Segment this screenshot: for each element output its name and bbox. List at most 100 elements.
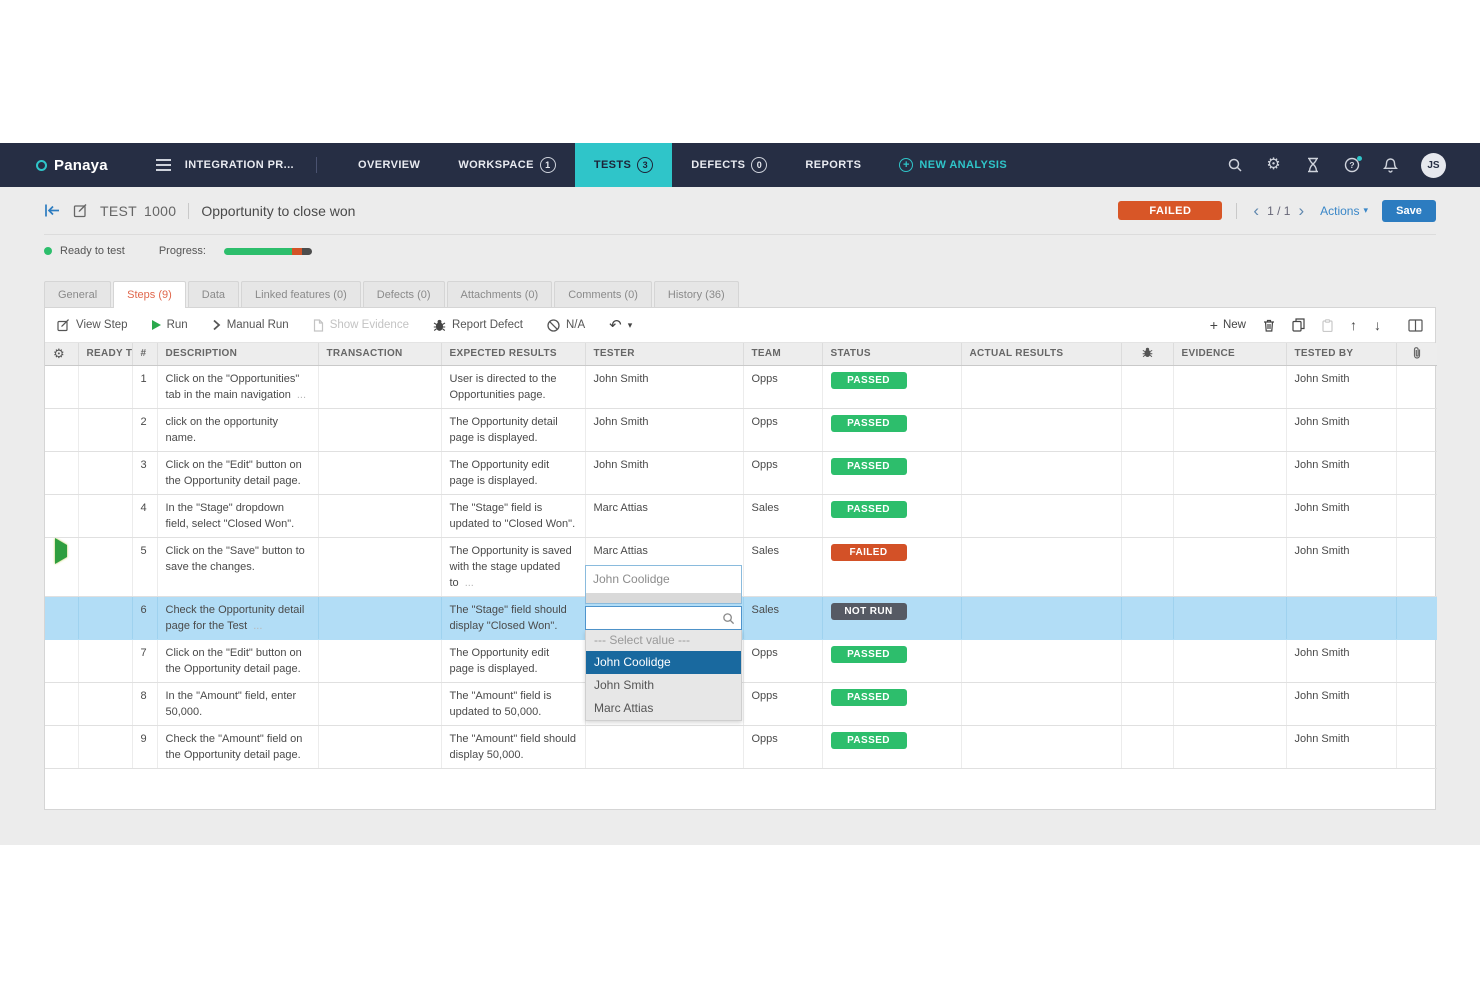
tab-label: Attachments (0) bbox=[460, 288, 539, 301]
step-description: Check the Opportunity detail page for th… bbox=[165, 603, 305, 632]
col-ready-to[interactable]: READY TO bbox=[78, 343, 133, 366]
move-step-up-button[interactable]: ↑ bbox=[1350, 317, 1357, 333]
tab-history[interactable]: History (36) bbox=[653, 281, 739, 307]
dropdown-option-select-value[interactable]: --- Select value --- bbox=[594, 633, 691, 647]
status-badge[interactable]: PASSED bbox=[830, 645, 907, 663]
bell-icon[interactable] bbox=[1382, 157, 1399, 174]
col-actual-results[interactable]: ACTUAL RESULTS bbox=[961, 343, 1122, 366]
run-button[interactable]: Run bbox=[151, 319, 188, 331]
delete-step-button[interactable] bbox=[1263, 319, 1275, 332]
current-step-play-icon[interactable] bbox=[55, 537, 67, 564]
tab-comments[interactable]: Comments (0) bbox=[554, 281, 652, 307]
entity-id: 1000 bbox=[143, 202, 177, 219]
manual-run-button[interactable]: Manual Run bbox=[212, 319, 289, 331]
panaya-logo[interactable]: Panaya bbox=[36, 157, 108, 174]
status-badge[interactable]: PASSED bbox=[830, 457, 907, 475]
hamburger-menu-icon[interactable] bbox=[155, 159, 171, 171]
dropdown-option-marc-attias[interactable]: Marc Attias bbox=[594, 701, 654, 715]
progress-passed-segment bbox=[223, 247, 292, 255]
copy-step-button[interactable] bbox=[1292, 318, 1305, 332]
col-status[interactable]: STATUS bbox=[822, 343, 962, 366]
steps-toolbar: View Step Run Manual Run Show Evidence R… bbox=[45, 308, 1435, 343]
col-team[interactable]: TEAM bbox=[743, 343, 823, 366]
table-row-step-9[interactable]: 9 Check the "Amount" field on the Opport… bbox=[45, 725, 1437, 769]
table-row-step-5[interactable]: 5 Click on the "Save" button to save the… bbox=[45, 537, 1437, 597]
col-defect-bug-icon[interactable] bbox=[1121, 343, 1174, 366]
settings-gear-icon[interactable]: ⚙ bbox=[1266, 156, 1281, 173]
project-name[interactable]: INTEGRATION PR... bbox=[184, 159, 295, 171]
status-badge[interactable]: PASSED bbox=[830, 500, 907, 518]
view-step-button[interactable]: View Step bbox=[57, 318, 128, 332]
table-row-step-4[interactable]: 4 In the "Stage" dropdown field, select … bbox=[45, 494, 1437, 538]
step-number: 1 bbox=[140, 372, 147, 385]
col-transaction[interactable]: TRANSACTION bbox=[318, 343, 442, 366]
tester-editor-value[interactable]: John Coolidge bbox=[586, 566, 741, 592]
status-badge[interactable]: PASSED bbox=[830, 414, 907, 432]
nav-item-overview[interactable]: OVERVIEW bbox=[339, 143, 439, 187]
dropdown-option-john-coolidge[interactable]: John Coolidge bbox=[586, 651, 741, 674]
col-tester[interactable]: TESTER bbox=[585, 343, 744, 366]
status-badge[interactable]: PASSED bbox=[830, 731, 907, 749]
table-row-step-3[interactable]: 3 Click on the "Edit" button on the Oppo… bbox=[45, 451, 1437, 495]
tab-steps[interactable]: Steps (9) bbox=[113, 281, 186, 308]
nav-item-reports[interactable]: REPORTS bbox=[786, 143, 880, 187]
table-row-step-1[interactable]: 1 Click on the "Opportunities" tab in th… bbox=[45, 365, 1437, 409]
tester-search-input[interactable] bbox=[592, 612, 722, 624]
step-number: 9 bbox=[140, 732, 147, 745]
column-settings-button[interactable] bbox=[1408, 318, 1423, 332]
dropdown-option-john-smith[interactable]: John Smith bbox=[594, 678, 655, 692]
move-step-down-button[interactable]: ↓ bbox=[1374, 317, 1381, 333]
test-state-bar: Ready to test Progress: bbox=[44, 235, 1436, 267]
status-badge[interactable]: FAILED bbox=[830, 543, 907, 561]
actions-menu-button[interactable]: Actions ▾ bbox=[1320, 204, 1368, 218]
tab-defects[interactable]: Defects (0) bbox=[362, 281, 445, 307]
show-evidence-button: Show Evidence bbox=[313, 318, 409, 332]
nav-item-tests[interactable]: TESTS 3 bbox=[574, 143, 673, 187]
undo-button[interactable]: ↶ ▾ bbox=[609, 318, 632, 333]
nav-item-defects[interactable]: DEFECTS 0 bbox=[672, 143, 786, 187]
edit-test-icon[interactable] bbox=[73, 203, 88, 218]
column-settings-gear-icon[interactable]: ⚙ bbox=[45, 343, 79, 366]
col-num[interactable]: # bbox=[132, 343, 158, 366]
table-row-step-2[interactable]: 2 click on the opportunity name. The Opp… bbox=[45, 408, 1437, 452]
hourglass-icon[interactable] bbox=[1304, 157, 1321, 174]
save-button[interactable]: Save bbox=[1382, 199, 1436, 222]
status-badge[interactable]: PASSED bbox=[830, 371, 907, 389]
tester-search-box[interactable] bbox=[585, 606, 742, 630]
table-row-step-6-selected[interactable]: 6 Check the Opportunity detail page for … bbox=[45, 596, 1437, 640]
report-defect-button[interactable]: Report Defect bbox=[433, 319, 523, 332]
nav-item-new-analysis[interactable]: + NEW ANALYSIS bbox=[880, 143, 1026, 187]
col-tested-by[interactable]: TESTED BY bbox=[1286, 343, 1397, 366]
nav-item-label: WORKSPACE bbox=[458, 159, 534, 171]
next-record-icon[interactable]: › bbox=[1298, 201, 1305, 220]
new-step-button[interactable]: + New bbox=[1210, 317, 1246, 333]
copy-icon bbox=[1292, 318, 1305, 332]
status-badge[interactable]: NOT RUN bbox=[830, 602, 907, 620]
title-separator bbox=[1236, 202, 1238, 219]
tab-data[interactable]: Data bbox=[187, 281, 240, 307]
plus-circle-icon: + bbox=[899, 158, 914, 172]
col-expected-results[interactable]: EXPECTED RESULTS bbox=[441, 343, 586, 366]
steps-panel: View Step Run Manual Run Show Evidence R… bbox=[44, 307, 1437, 810]
search-icon[interactable] bbox=[1226, 157, 1243, 174]
col-attachment-paperclip-icon[interactable] bbox=[1396, 343, 1437, 366]
tab-linked-features[interactable]: Linked features (0) bbox=[241, 281, 361, 307]
user-avatar[interactable]: JS bbox=[1421, 152, 1446, 178]
col-description[interactable]: DESCRIPTION bbox=[157, 343, 319, 366]
tab-general[interactable]: General bbox=[44, 281, 112, 307]
tab-attachments[interactable]: Attachments (0) bbox=[446, 281, 553, 307]
na-button[interactable]: N/A bbox=[547, 318, 585, 332]
nav-item-workspace[interactable]: WORKSPACE 1 bbox=[439, 143, 575, 187]
help-icon[interactable]: ? bbox=[1343, 155, 1362, 174]
back-icon[interactable] bbox=[44, 203, 61, 218]
status-badge[interactable]: PASSED bbox=[830, 688, 907, 706]
col-evidence[interactable]: EVIDENCE bbox=[1173, 343, 1287, 366]
truncation-ellipsis: ... bbox=[253, 619, 263, 632]
paste-step-button bbox=[1322, 318, 1333, 332]
logo-ring-icon bbox=[36, 159, 47, 171]
brand-name: Panaya bbox=[54, 156, 108, 174]
tester-inline-editor[interactable]: John Coolidge bbox=[585, 565, 742, 604]
test-status-badge[interactable]: FAILED bbox=[1118, 201, 1223, 220]
columns-icon bbox=[1408, 318, 1423, 332]
prev-record-icon[interactable]: ‹ bbox=[1253, 201, 1260, 220]
